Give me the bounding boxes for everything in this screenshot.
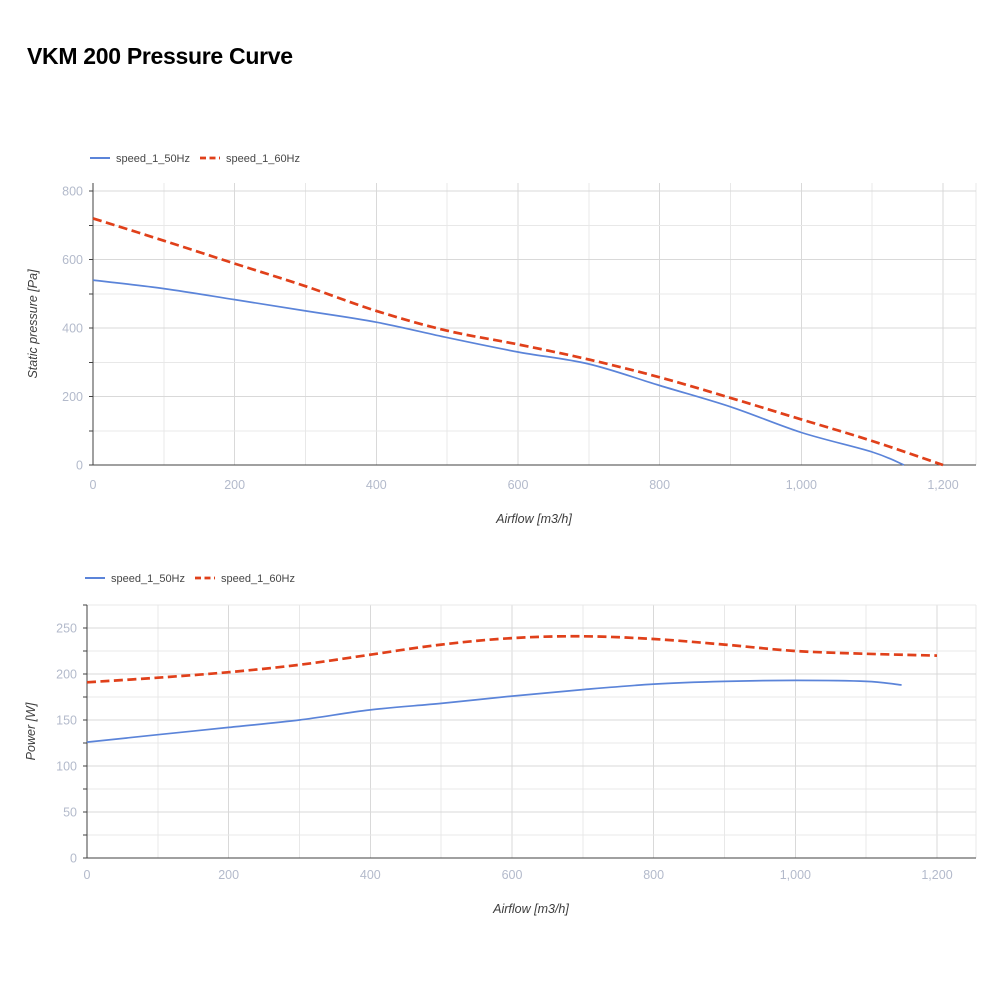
power-x-tick-label: 0 <box>84 868 91 882</box>
power-y-tick-label: 50 <box>63 806 77 820</box>
power-x-tick-label: 1,200 <box>921 868 952 882</box>
power-x-tick-label: 200 <box>218 868 239 882</box>
power-legend: speed_1_50Hz speed_1_60Hz <box>85 573 295 585</box>
power-tick-labels: 0 50 100 150 200 250 0 200 400 600 800 1,000 1,200 <box>56 622 953 883</box>
power-legend-item-speed_1_50hz: speed_1_50Hz <box>85 573 185 585</box>
pressure-x-tick-label: 1,200 <box>927 478 958 492</box>
power-y-tick-label: 150 <box>56 714 77 728</box>
pressure-gridlines <box>93 183 977 465</box>
pressure-legend-item-speed_1_50hz: speed_1_50Hz <box>90 153 190 165</box>
power-series-line-speed_1_60hz <box>86 634 938 684</box>
power-x-tick-label: 1,000 <box>780 868 811 882</box>
pressure-x-tick-label: 1,000 <box>786 478 817 492</box>
pressure-legend-item-speed_1_60hz: speed_1_60Hz <box>200 153 300 165</box>
pressure-y-tick-label: 400 <box>62 322 83 336</box>
pressure-series <box>92 217 944 467</box>
power-legend-item-speed_1_60hz: speed_1_60Hz <box>195 573 295 585</box>
pressure-axes <box>89 183 976 466</box>
pressure-series-line-speed_1_60hz <box>92 217 944 467</box>
power-x-tick-label: 800 <box>643 868 664 882</box>
power-y-tick-label: 200 <box>56 668 77 682</box>
legend-label: speed_1_50Hz <box>111 573 185 585</box>
legend-label: speed_1_50Hz <box>116 153 190 165</box>
pressure-y-axis-title: Static pressure [Pa] <box>26 269 40 379</box>
power-x-axis-title: Airflow [m3/h] <box>492 902 569 916</box>
power-series-line-speed_1_50hz <box>86 679 902 743</box>
power-x-tick-label: 400 <box>360 868 381 882</box>
pressure-y-tick-label: 0 <box>76 459 83 473</box>
power-y-tick-label: 250 <box>56 622 77 636</box>
pressure-x-tick-label: 0 <box>90 478 97 492</box>
pressure-y-tick-label: 200 <box>62 390 83 404</box>
power-y-axis-title: Power [W] <box>24 702 38 760</box>
power-series <box>86 634 938 743</box>
legend-label: speed_1_60Hz <box>226 153 300 165</box>
pressure-x-tick-label: 600 <box>508 478 529 492</box>
pressure-y-tick-label: 800 <box>62 185 83 199</box>
power-y-tick-label: 100 <box>56 760 77 774</box>
pressure-x-tick-label: 800 <box>649 478 670 492</box>
power-chart: 0 50 100 150 200 250 0 200 400 600 800 1,000 1,200 Po… <box>24 573 977 916</box>
pressure-y-tick-label: 600 <box>62 253 83 267</box>
power-axes <box>83 604 976 859</box>
pressure-x-tick-label: 200 <box>224 478 245 492</box>
power-y-tick-label: 0 <box>70 852 77 866</box>
pressure-x-tick-label: 400 <box>366 478 387 492</box>
pressure-tick-labels: 0 200 400 600 800 0 200 400 600 800 1,000 1,200 <box>62 185 959 493</box>
static-pressure-chart: 0 200 400 600 800 0 200 400 600 800 1,000 1,200 Stat… <box>26 153 977 526</box>
page-title: VKM 200 Pressure Curve <box>27 43 293 69</box>
pressure-x-axis-title: Airflow [m3/h] <box>495 512 572 526</box>
power-x-tick-label: 600 <box>502 868 523 882</box>
power-gridlines <box>87 604 977 858</box>
pressure-legend: speed_1_50Hz speed_1_60Hz <box>90 153 300 165</box>
legend-label: speed_1_60Hz <box>221 573 295 585</box>
pressure-series-line-speed_1_50hz <box>92 279 905 466</box>
